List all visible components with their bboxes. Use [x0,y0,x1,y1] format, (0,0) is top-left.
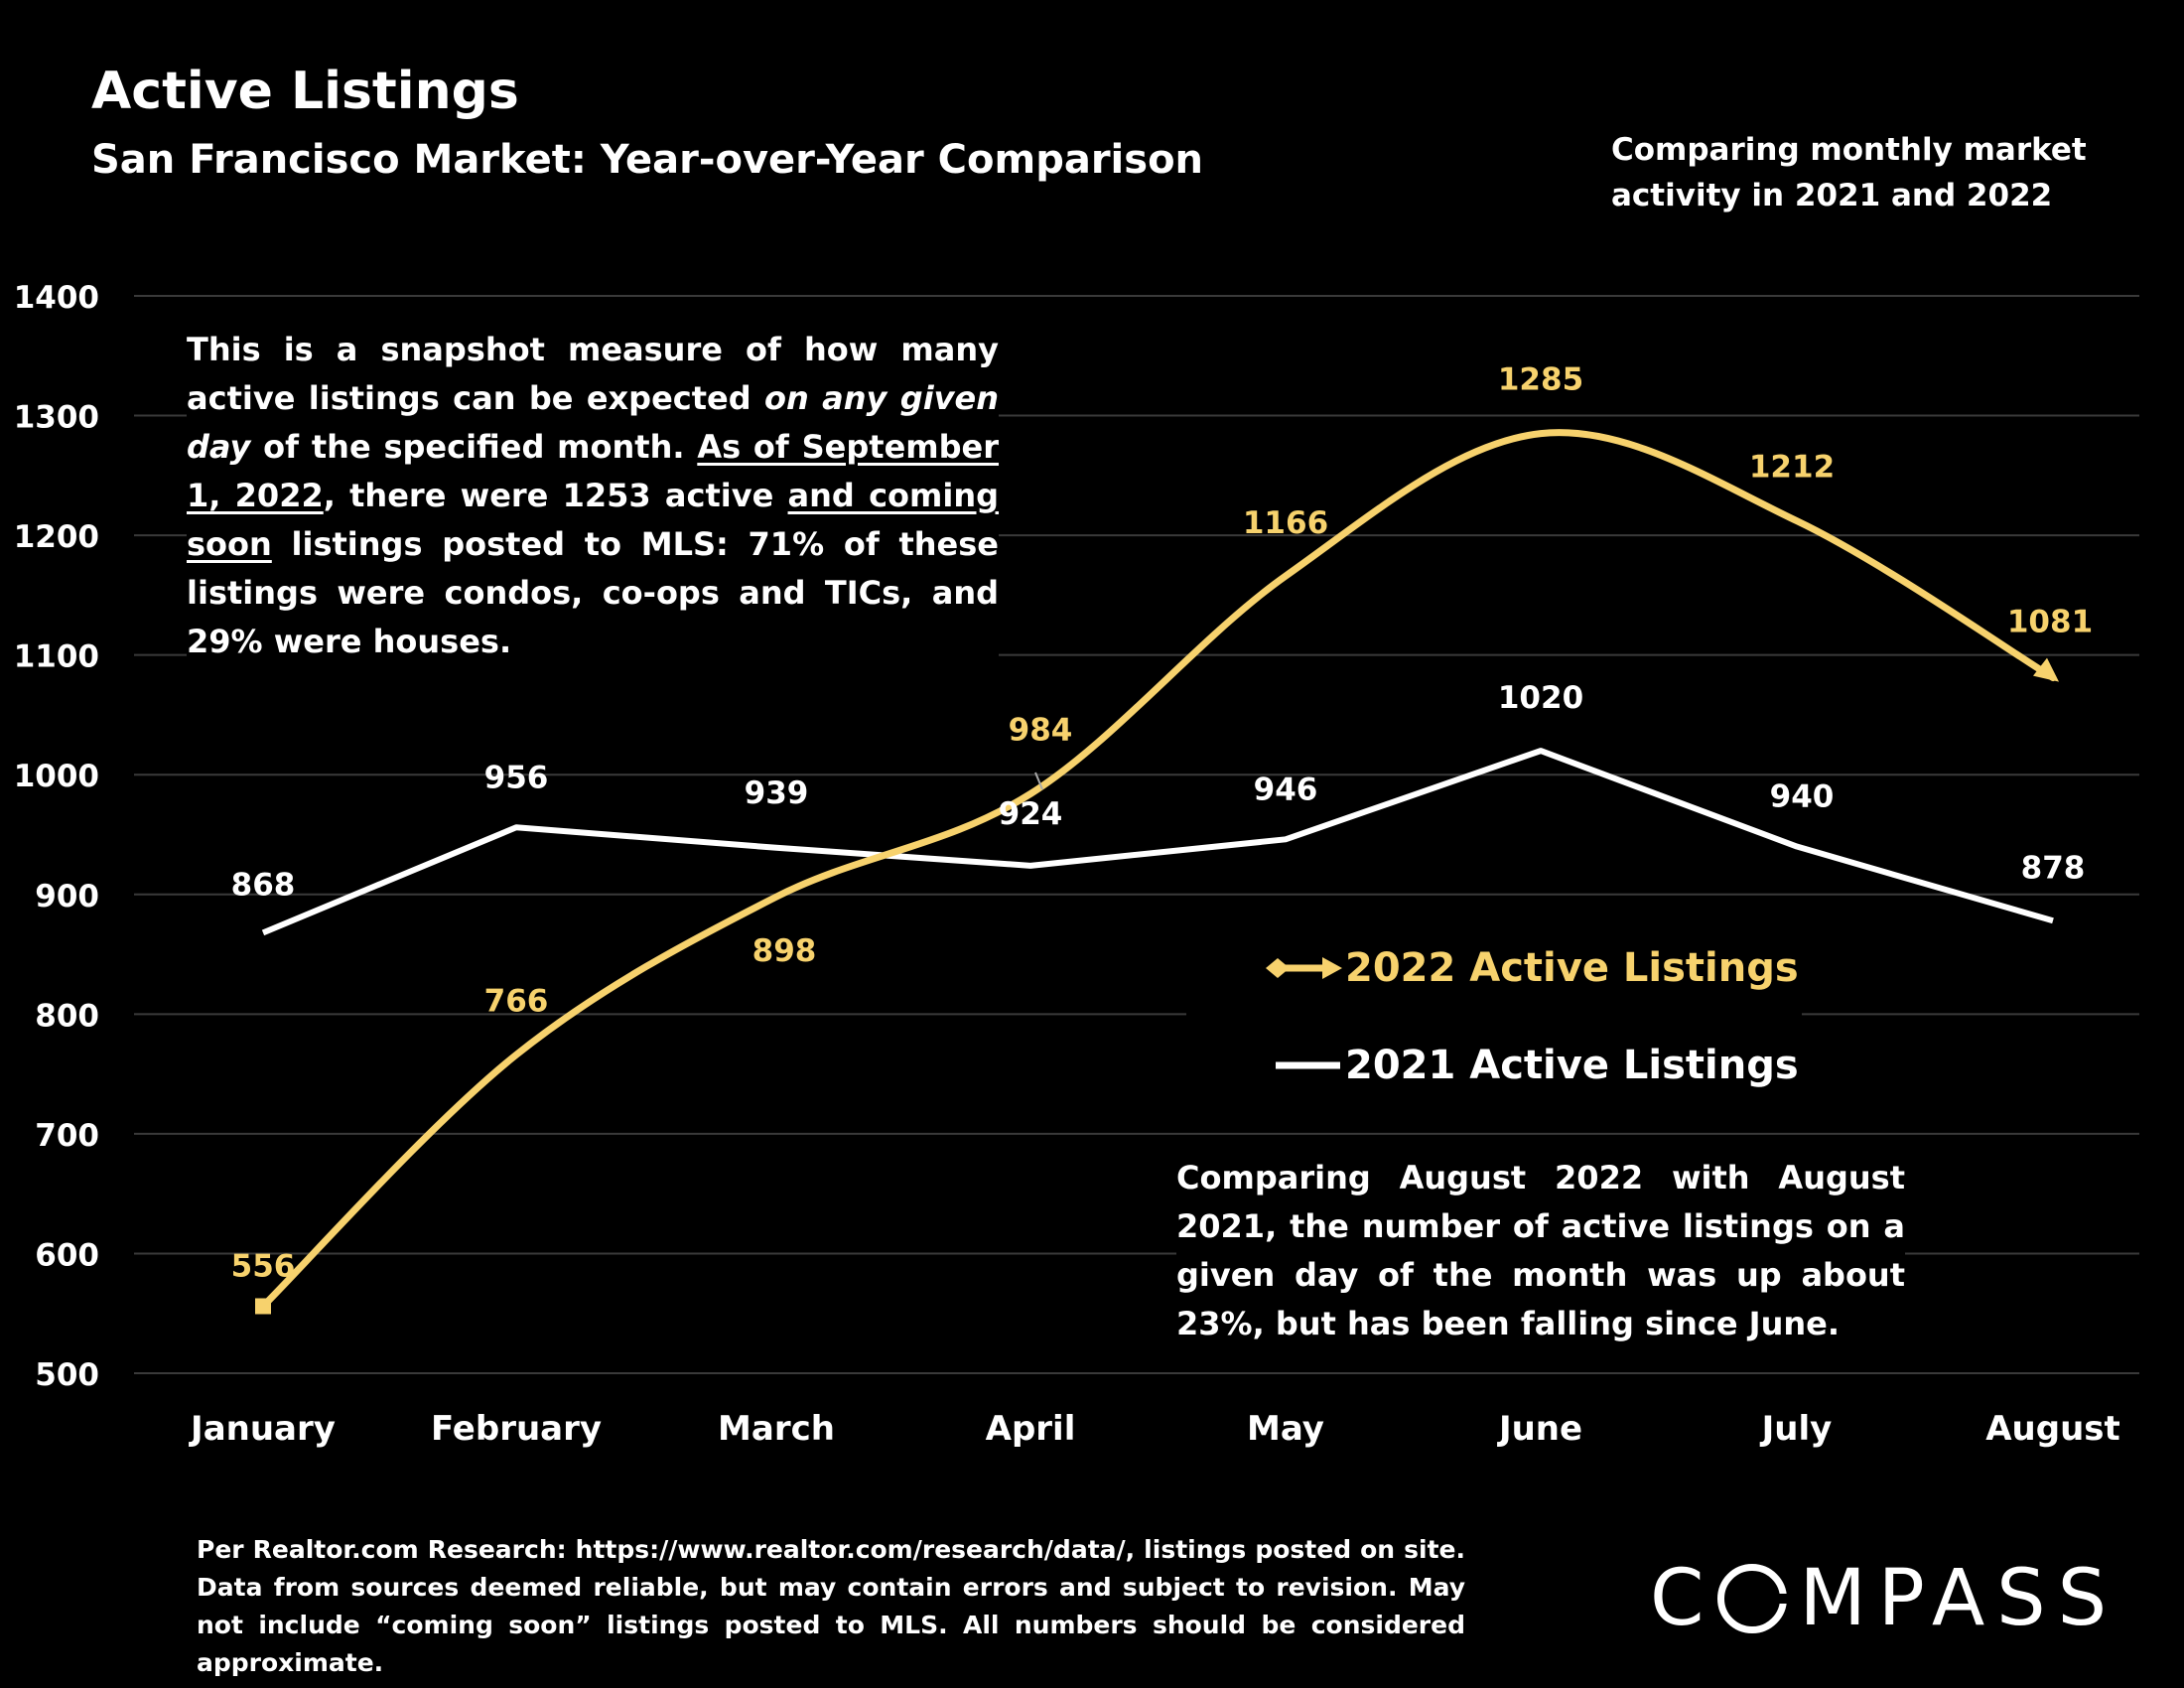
top-note-line-2: activity in 2021 and 2022 [1611,178,2053,213]
x-tick-label: January [189,1409,336,1449]
data-label-2021: 956 [484,760,549,795]
x-tick-label: June [1497,1409,1582,1449]
note-underline-date: As of September 1, 2022 [187,428,1000,514]
legend-arrow-2022 [1322,957,1342,979]
note-text-2: of the specified month. [250,428,698,466]
legend: 2022 Active Listings 2021 Active Listings [1186,923,1802,1102]
y-tick-label: 1200 [14,519,99,555]
legend-label-2022: 2022 Active Listings [1345,945,1799,991]
data-label-2022: 1285 [1498,362,1583,398]
y-tick-label: 500 [35,1357,99,1393]
series-lines [255,429,2059,1315]
note-italic-text: on any given day [187,379,999,466]
top-right-note: Comparing monthly market activity in 202… [1611,127,2127,218]
note-text-3: , there were 1253 active [323,477,788,514]
series-line-2021 [261,748,2054,936]
compass-logo: C MPASS [1650,1554,2118,1643]
logo-o-mark [1717,1564,1790,1633]
x-tick-label: February [431,1409,602,1449]
chart-subtitle: San Francisco Market: Year-over-Year Com… [91,137,1204,183]
data-label-2021: 878 [2021,850,2086,886]
y-tick-label: 1000 [14,759,99,794]
top-note-line-1: Comparing monthly market [1611,132,2087,168]
data-label-2022: 556 [231,1248,296,1284]
data-label-2022: 1212 [1749,450,1835,486]
logo-letter-c: C [1650,1554,1716,1643]
x-tick-label: July [1760,1409,1833,1449]
data-label-2021: 1020 [1498,680,1583,716]
chart-title: Active Listings [91,62,519,121]
comparison-note: Comparing August 2022 with August 2021, … [1176,1154,1905,1348]
data-label-2021: 940 [1770,779,1835,815]
data-labels: 556 766 898 984 1166 1285 1212 1081 868 956 939 924… [231,362,2094,1285]
note-text-1: This is a snapshot measure of how many a… [187,331,999,417]
label-leader-line [1034,772,1043,790]
data-label-2021: 868 [231,867,296,903]
snapshot-note: This is a snapshot measure of how many a… [187,326,999,666]
series-line-2022 [259,429,2057,1310]
y-tick-label: 1400 [14,280,99,316]
y-tick-label: 700 [35,1118,99,1154]
data-label-2022: 984 [1009,713,1073,749]
legend-background [1186,923,1802,1102]
y-axis-ticks: 500 600 700 800 900 1000 1100 1200 1300 1400 [14,280,99,1393]
comparison-note-text: Comparing August 2022 with August 2021, … [1176,1159,1905,1342]
data-label-2021: 939 [745,775,809,811]
x-axis-ticks: January February March April May June July Augu… [189,1409,2120,1449]
y-tick-label: 1100 [14,639,99,675]
legend-label-2021: 2021 Active Listings [1345,1043,1799,1088]
source-footnote: Per Realtor.com Research: https://www.re… [197,1535,1465,1677]
y-tick-label: 600 [35,1237,99,1273]
logo-letters-rest: MPASS [1799,1554,2119,1643]
note-underline-coming-soon: and coming soon [187,477,1000,563]
x-tick-label: May [1247,1409,1324,1449]
data-label-2022: 766 [484,983,549,1019]
y-tick-label: 800 [35,998,99,1034]
data-label-2022: 898 [752,933,817,969]
y-tick-label: 900 [35,879,99,914]
series-2022-end-arrow [2033,657,2059,682]
x-tick-label: August [1985,1409,2120,1449]
legend-marker-2022 [1266,958,1290,978]
data-label-2021: 924 [999,796,1063,832]
data-label-2022: 1166 [1243,505,1328,541]
series-2022-start-marker [255,1298,271,1315]
y-tick-label: 1300 [14,400,99,436]
note-text-4: listings posted to MLS: 71% of these lis… [187,525,999,660]
data-label-2022: 1081 [2007,605,2093,640]
x-tick-label: March [718,1409,835,1449]
data-label-2021: 946 [1254,772,1318,807]
x-tick-label: April [986,1409,1076,1449]
